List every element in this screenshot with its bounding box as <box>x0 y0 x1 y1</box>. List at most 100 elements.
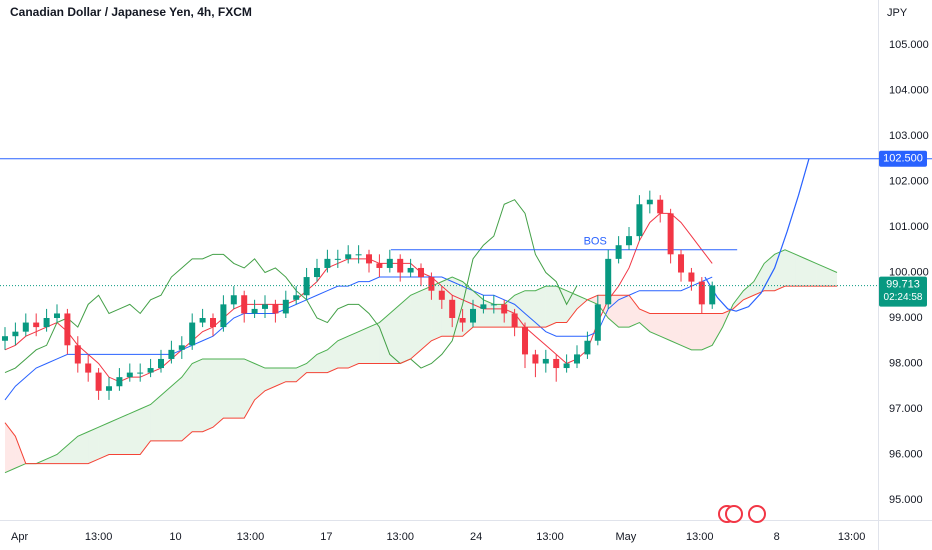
level-label-bg <box>879 150 927 167</box>
cloud-segment <box>805 258 817 287</box>
candle-body <box>209 318 216 328</box>
y-tick-label: 103.000 <box>889 130 929 142</box>
cloud-segment <box>701 313 713 350</box>
candle-body <box>345 254 352 259</box>
cloud-segment <box>670 313 682 346</box>
cloud-segment <box>556 286 567 323</box>
cloud-segment <box>171 377 182 441</box>
drawing-curve <box>704 158 810 312</box>
candle-body <box>459 318 466 323</box>
candle-body <box>53 313 60 319</box>
y-tick-label: 98.000 <box>889 357 923 369</box>
candle-body <box>1 336 8 341</box>
candle-body <box>33 322 40 328</box>
x-tick-label: 10 <box>169 531 181 543</box>
candle-body <box>542 358 549 364</box>
candle-body <box>605 258 612 305</box>
event-icon[interactable] <box>748 505 766 523</box>
candle-body <box>220 304 227 328</box>
candle-body <box>262 304 269 309</box>
candle-body <box>594 304 601 341</box>
x-tick-label: 24 <box>470 531 482 543</box>
cloud-segment <box>421 286 432 350</box>
cloud-segment <box>774 249 786 291</box>
candle-body <box>615 245 622 259</box>
candle-body <box>438 290 445 300</box>
span-a <box>4 249 838 474</box>
x-tick-label: 8 <box>774 531 780 543</box>
cloud-segment <box>150 395 161 441</box>
cloud-segment <box>140 404 151 455</box>
plot-area: BOS <box>1 158 838 474</box>
cloud-segment <box>98 422 109 460</box>
candle-body <box>334 258 341 260</box>
cloud-segment <box>108 418 120 455</box>
cloud-segment <box>660 313 671 341</box>
cloud-segment <box>618 295 630 328</box>
cloud-segment <box>587 295 598 305</box>
candle-body <box>43 318 50 328</box>
candle-body <box>189 322 196 346</box>
cloud-segment <box>244 358 255 419</box>
cloud-segment <box>275 368 286 387</box>
cloud-segment <box>681 313 692 350</box>
candle-body <box>678 254 685 273</box>
y-tick-label: 101.000 <box>889 221 929 233</box>
candle-body <box>397 258 404 273</box>
event-icon[interactable] <box>725 505 743 523</box>
x-tick-label: 13:00 <box>237 531 265 543</box>
candle-body <box>116 377 123 387</box>
candle-body <box>407 267 414 273</box>
candle-body <box>95 372 102 391</box>
cloud-segment <box>202 358 213 432</box>
cloud-segment <box>379 313 390 364</box>
cloud-segment <box>795 254 806 287</box>
cloud-segment <box>337 336 349 369</box>
events[interactable] <box>718 505 766 523</box>
cloud-segment <box>296 363 307 382</box>
x-tick-label: 13:00 <box>85 531 113 543</box>
candle-body <box>386 258 393 268</box>
candle-body <box>511 313 518 328</box>
current-price-bg <box>879 276 927 307</box>
candle-body <box>376 263 383 268</box>
cloud-segment <box>88 427 99 464</box>
countdown-label: 02:24:58 <box>884 292 923 303</box>
current-price-label: 99.713 <box>886 278 920 290</box>
candle-body <box>324 258 331 268</box>
candle-body <box>646 199 653 205</box>
cloud-segment <box>129 408 141 455</box>
candle-body <box>168 349 175 359</box>
x-tick-label: 13:00 <box>386 531 414 543</box>
span-b <box>4 285 838 465</box>
candle-body <box>251 308 258 314</box>
candle-body <box>293 295 300 300</box>
candle-body <box>157 358 164 369</box>
candle-body <box>303 277 310 296</box>
candle-body <box>178 345 185 350</box>
cloud-segment <box>691 313 702 350</box>
candle-body <box>553 358 560 369</box>
cloud-segment <box>649 313 661 337</box>
y-tick-label: 97.000 <box>889 403 923 415</box>
cloud-segment <box>306 354 318 373</box>
candle-body <box>22 322 29 332</box>
candle-body <box>657 199 664 214</box>
y-tick-label: 100.000 <box>889 266 929 278</box>
cloud-segment <box>212 358 224 428</box>
candle-body <box>126 372 133 378</box>
cloud-segment <box>826 267 838 287</box>
cloud-segment <box>525 290 536 328</box>
currency-label: JPY <box>887 7 908 19</box>
cloud-segment <box>743 281 754 300</box>
candle-body <box>64 313 71 346</box>
cloud-segment <box>4 422 16 473</box>
x-tick-label: Apr <box>11 531 28 543</box>
y-tick-label: 95.000 <box>889 494 923 506</box>
x-tick-label: 17 <box>320 531 332 543</box>
candle-body <box>147 368 154 373</box>
candle-body <box>366 254 373 264</box>
cloud-segment <box>233 358 245 419</box>
candle-body <box>105 386 112 391</box>
